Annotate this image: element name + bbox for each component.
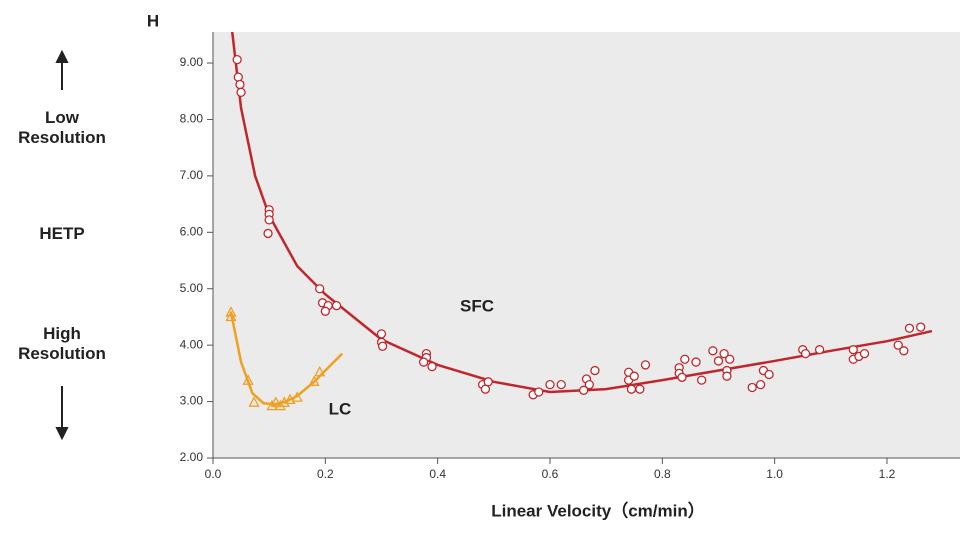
x-tick-label: 0.8	[654, 467, 671, 481]
point	[225, 306, 237, 317]
point	[534, 387, 544, 397]
point	[708, 346, 718, 356]
point	[545, 379, 555, 390]
point	[235, 79, 245, 90]
point	[320, 306, 330, 316]
series-label: LC	[329, 399, 352, 418]
arrow-up-head	[55, 49, 69, 63]
point	[236, 87, 246, 98]
x-tick-label: 0.4	[429, 467, 446, 481]
point	[232, 54, 242, 65]
point	[377, 341, 388, 351]
point	[719, 348, 729, 359]
series-label: SFC	[460, 296, 494, 315]
point	[696, 375, 707, 385]
point	[427, 361, 437, 372]
point	[755, 379, 766, 390]
y-tick-label: 4.00	[180, 337, 204, 351]
x-tick-label: 1.2	[879, 467, 896, 481]
point	[635, 384, 645, 394]
y-tick-label: 3.00	[180, 394, 204, 408]
point	[691, 357, 701, 367]
point	[626, 384, 637, 394]
point	[248, 396, 260, 407]
point	[315, 284, 325, 294]
x-axis-label: Linear Velocity（cm/min）	[491, 500, 705, 520]
point	[376, 329, 387, 339]
point	[722, 371, 732, 381]
y-tick-label: 7.00	[180, 168, 204, 182]
point	[584, 379, 594, 390]
x-tick-label: 0.0	[205, 467, 222, 481]
point	[418, 357, 429, 367]
point	[590, 365, 600, 376]
point	[916, 322, 926, 332]
point	[308, 375, 320, 386]
x-tick-label: 1.0	[766, 467, 783, 481]
y-tick-label: 2.00	[180, 450, 204, 464]
point	[314, 365, 326, 377]
x-tick-label: 0.2	[317, 467, 334, 481]
annotation: HETP	[39, 224, 85, 243]
point	[556, 379, 566, 390]
point	[859, 348, 870, 359]
point	[233, 72, 243, 82]
point	[747, 382, 757, 393]
point	[579, 385, 589, 395]
point	[270, 396, 282, 407]
point	[629, 371, 639, 381]
point	[904, 323, 915, 333]
y-tick-label: 8.00	[180, 112, 204, 126]
point	[274, 399, 286, 411]
y-tick-label: 9.00	[180, 55, 204, 69]
arrow-down-head	[55, 427, 69, 441]
point	[848, 345, 858, 355]
fit-curve	[230, 32, 933, 394]
plot-background	[213, 32, 960, 458]
point	[800, 348, 811, 359]
point	[893, 340, 903, 350]
point	[640, 360, 651, 370]
point	[899, 346, 909, 356]
annotation: Low Resolution	[18, 108, 106, 147]
y-axis-label: H	[147, 11, 159, 30]
annotation: High Resolution	[18, 324, 106, 363]
point	[713, 356, 724, 366]
point	[291, 391, 303, 402]
y-tick-label: 6.00	[180, 224, 204, 238]
point	[483, 377, 493, 387]
x-tick-label: 0.6	[542, 467, 559, 481]
point	[814, 345, 825, 355]
point	[677, 372, 687, 382]
point	[225, 310, 237, 322]
point	[266, 399, 278, 411]
arrows	[55, 49, 69, 441]
y-tick-label: 5.00	[180, 281, 204, 295]
point	[264, 215, 274, 225]
point	[263, 228, 273, 239]
point	[242, 374, 254, 385]
point	[725, 354, 735, 364]
point	[764, 369, 774, 380]
point	[331, 301, 342, 311]
point	[284, 393, 296, 405]
point	[680, 354, 690, 364]
